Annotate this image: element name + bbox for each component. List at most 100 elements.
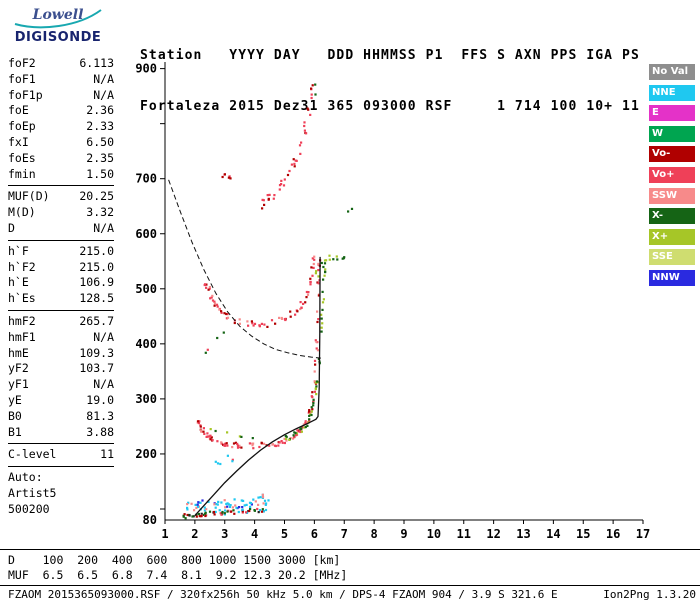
echo-point bbox=[311, 84, 314, 87]
echo-point bbox=[225, 312, 228, 316]
echo-point bbox=[216, 462, 220, 465]
echo-point bbox=[308, 410, 311, 413]
echo-point bbox=[231, 458, 234, 461]
echo-point bbox=[304, 301, 307, 304]
echo-point bbox=[211, 294, 214, 297]
param-label: foF2 bbox=[8, 56, 36, 70]
x-axis-label: 12 bbox=[486, 527, 500, 541]
echo-point bbox=[320, 313, 323, 316]
echo-point bbox=[264, 508, 268, 512]
echo-point bbox=[306, 424, 309, 427]
param-row-artist5: Artist5 bbox=[8, 486, 114, 502]
echo-point bbox=[224, 444, 227, 447]
echo-point bbox=[272, 197, 275, 200]
echo-point bbox=[209, 434, 212, 437]
muf-row: MUF 6.5 6.5 6.8 7.4 8.1 9.2 12.3 20.2 [M… bbox=[8, 568, 348, 582]
param-row-fxi: fxI 6.50 bbox=[8, 135, 114, 151]
echo-point bbox=[204, 283, 207, 286]
echo-point bbox=[321, 301, 325, 304]
echo-point bbox=[254, 500, 257, 503]
echo-point bbox=[307, 291, 310, 294]
echo-point bbox=[212, 510, 215, 514]
echo-point bbox=[278, 441, 281, 444]
echo-point bbox=[240, 435, 243, 438]
echo-point bbox=[317, 262, 320, 265]
echo-point bbox=[310, 266, 313, 269]
echo-point bbox=[313, 370, 316, 373]
x-axis-label: 13 bbox=[516, 527, 530, 541]
echo-point bbox=[308, 409, 311, 412]
echo-point bbox=[214, 510, 217, 513]
param-label: yF2 bbox=[8, 361, 29, 376]
muf-transmission-curve bbox=[168, 179, 322, 359]
legend-item-ssw: SSW bbox=[649, 187, 695, 204]
echo-point bbox=[313, 359, 317, 362]
param-value: 109.3 bbox=[79, 345, 114, 360]
param-label: 500200 bbox=[8, 501, 50, 516]
echo-point bbox=[232, 509, 235, 512]
echo-point bbox=[323, 259, 327, 262]
echo-point bbox=[200, 515, 203, 518]
echo-point bbox=[267, 197, 270, 200]
echo-point bbox=[186, 508, 189, 511]
param-label: Artist5 bbox=[8, 485, 57, 500]
echo-point bbox=[183, 513, 186, 516]
echo-point bbox=[258, 445, 261, 449]
echo-point bbox=[221, 175, 224, 179]
echo-point bbox=[238, 322, 241, 325]
echo-point bbox=[278, 188, 281, 191]
echo-point bbox=[315, 340, 318, 344]
param-label: foF1 bbox=[8, 71, 36, 86]
echo-point bbox=[231, 446, 234, 449]
echo-point bbox=[291, 437, 295, 440]
echo-point bbox=[213, 503, 216, 506]
echo-point bbox=[214, 460, 217, 463]
separator-line bbox=[8, 185, 114, 187]
param-row-mufd: MUF(D) 20.25 bbox=[8, 189, 114, 205]
echo-point bbox=[218, 509, 221, 512]
echo-point bbox=[299, 152, 302, 155]
echo-point bbox=[238, 444, 241, 447]
echo-point bbox=[240, 499, 243, 502]
echo-point bbox=[308, 414, 311, 417]
echo-point bbox=[316, 320, 319, 324]
echo-point bbox=[220, 501, 223, 504]
echo-point bbox=[233, 321, 236, 325]
param-value: 1.50 bbox=[86, 166, 114, 181]
echo-point bbox=[263, 442, 266, 445]
echo-point bbox=[250, 503, 253, 506]
echo-point bbox=[280, 179, 283, 182]
echo-point bbox=[205, 508, 208, 511]
echo-point bbox=[211, 299, 215, 302]
echo-point bbox=[309, 113, 312, 116]
echo-point bbox=[232, 442, 236, 445]
echo-point bbox=[249, 507, 252, 510]
echo-point bbox=[292, 158, 295, 161]
echo-point bbox=[294, 432, 297, 435]
echo-point bbox=[288, 169, 291, 173]
x-axis-label: 1 bbox=[161, 527, 168, 541]
param-row-he: h`E 106.9 bbox=[8, 275, 114, 291]
param-row-hf: h`F 215.0 bbox=[8, 244, 114, 260]
status-program-version: Ion2Png 1.3.20 bbox=[603, 588, 696, 600]
param-value: 2.35 bbox=[86, 150, 114, 165]
echo-point bbox=[223, 512, 226, 515]
param-value: 103.7 bbox=[79, 361, 114, 376]
param-row-clevel: C-level 11 bbox=[8, 447, 114, 463]
echo-point bbox=[293, 165, 296, 168]
echo-point bbox=[224, 509, 227, 512]
echo-point bbox=[200, 512, 203, 515]
echo-point bbox=[347, 210, 350, 213]
legend-item-w: W bbox=[649, 125, 695, 142]
echo-point bbox=[278, 316, 281, 319]
echo-point bbox=[336, 258, 339, 261]
separator-line bbox=[8, 309, 114, 311]
echo-point bbox=[299, 301, 302, 304]
param-row-500200: 500200 bbox=[8, 502, 114, 518]
param-value: N/A bbox=[93, 220, 114, 235]
echo-point bbox=[310, 410, 313, 413]
echo-point bbox=[213, 304, 216, 307]
echo-point bbox=[315, 385, 318, 388]
